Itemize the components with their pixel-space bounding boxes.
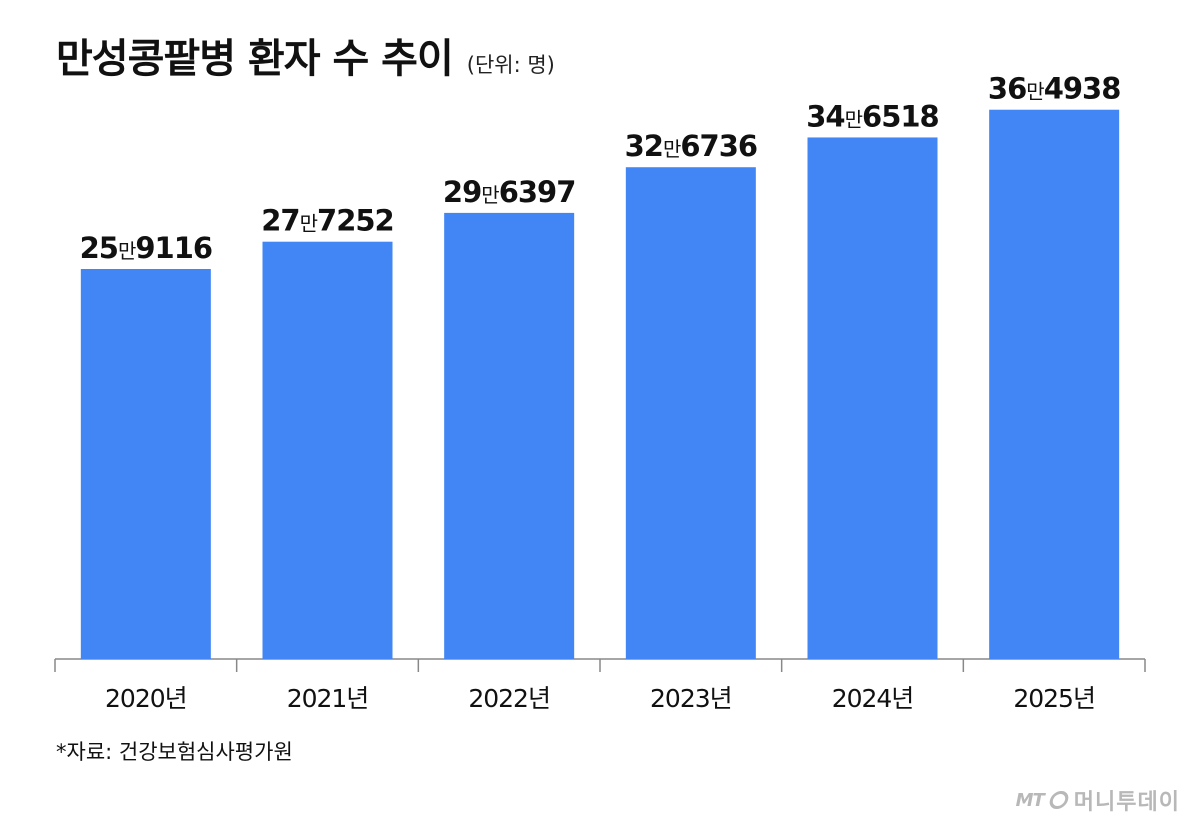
logo-mt-text: MT — [1015, 789, 1045, 811]
data-label: 25만9116 — [80, 231, 212, 265]
x-tick-label: 2024년 — [832, 684, 914, 713]
x-tick-label: 2025년 — [1013, 684, 1095, 713]
data-label: 27만7252 — [261, 204, 393, 238]
bar — [80, 269, 211, 659]
bar — [989, 109, 1120, 659]
data-label: 34만6518 — [806, 99, 938, 133]
x-tick-label: 2022년 — [468, 684, 550, 713]
bar — [625, 167, 756, 659]
x-tick-label: 2021년 — [287, 684, 369, 713]
x-tick-label: 2023년 — [650, 684, 732, 713]
data-label: 32만6736 — [625, 129, 757, 163]
unit-label: (단위: 명) — [466, 53, 555, 77]
bar — [262, 241, 393, 659]
publisher-logo: MT 머니투데이 — [1016, 784, 1180, 816]
data-label: 29만6397 — [443, 175, 575, 209]
chart-title: 만성콩팥병 환자 수 추이 — [56, 36, 454, 82]
data-label: 36만4938 — [988, 72, 1120, 106]
logo-circle-icon — [1047, 791, 1071, 809]
source-note: *자료: 건강보험심사평가원 — [56, 740, 293, 764]
title-row: 만성콩팥병 환자 수 추이 (단위: 명) — [56, 26, 555, 84]
x-tick-label: 2020년 — [105, 684, 187, 713]
bar — [807, 137, 938, 660]
bar — [444, 212, 575, 660]
logo-name-text: 머니투데이 — [1073, 790, 1180, 815]
